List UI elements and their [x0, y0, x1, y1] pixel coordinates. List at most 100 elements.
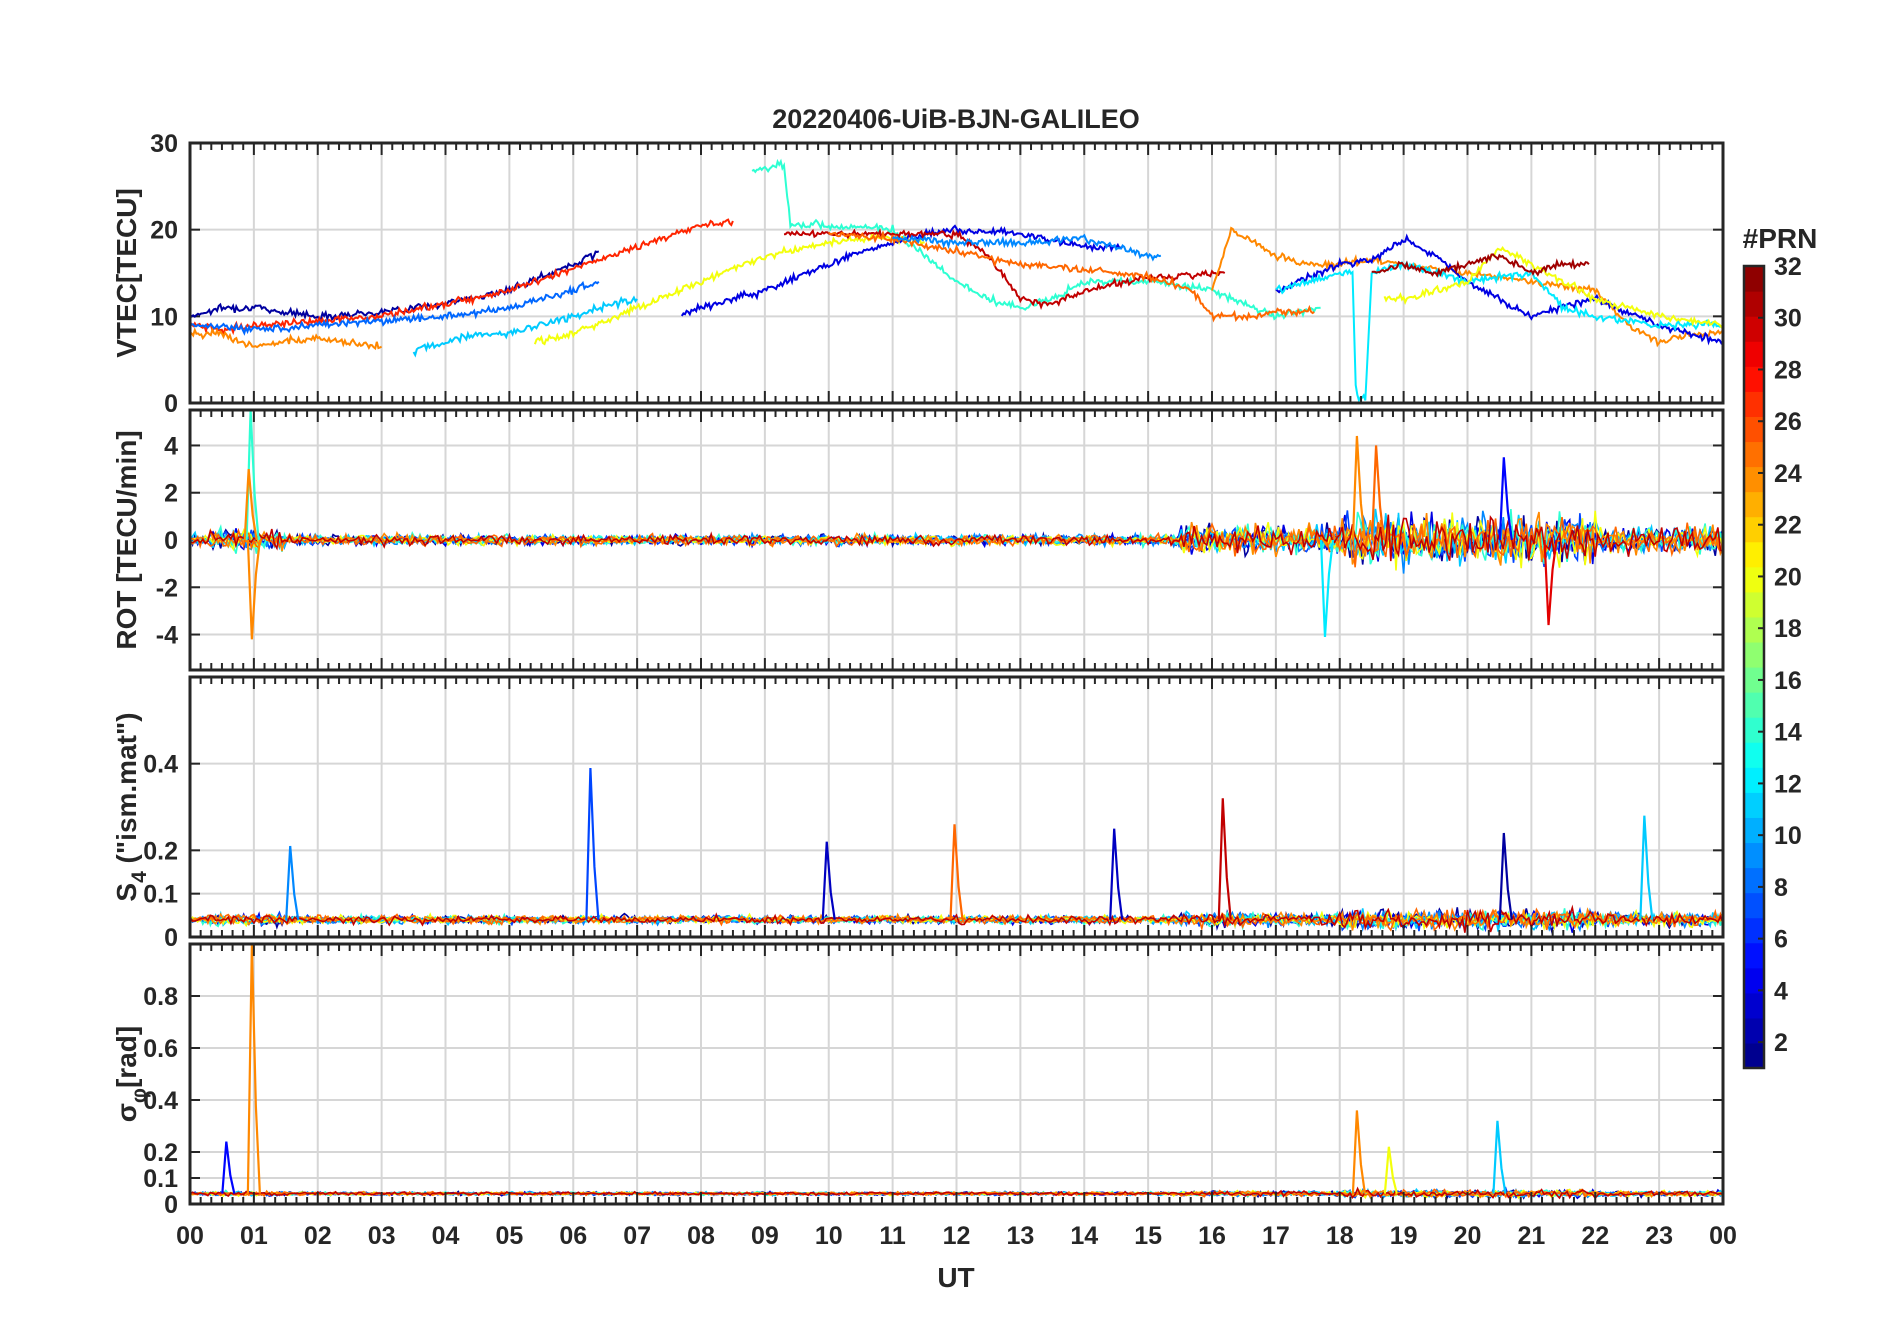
- x-tick-label: 06: [559, 1222, 587, 1250]
- x-tick-label: 18: [1326, 1222, 1354, 1250]
- colorbar-tick-label: 2: [1774, 1029, 1788, 1057]
- spike-prn-24: [246, 539, 261, 640]
- colorbar-tick-label: 28: [1774, 356, 1802, 384]
- x-tick-label: 14: [1070, 1222, 1098, 1250]
- y-tick-label: 0.4: [143, 751, 178, 779]
- y-tick-label: 0.8: [143, 983, 178, 1011]
- colorbar-segment: [1744, 1042, 1764, 1069]
- y-tick-label: 30: [150, 130, 178, 158]
- spike-prn-25: [949, 824, 964, 920]
- spike-prn-5: [221, 1141, 236, 1194]
- colorbar-tick-label: 32: [1774, 253, 1802, 281]
- colorbar-segment: [1744, 842, 1764, 869]
- colorbar-segment: [1744, 717, 1764, 743]
- y-tick-label: 0.4: [143, 1087, 178, 1115]
- y-axis-label: σφ[rad]: [111, 1026, 151, 1122]
- colorbar-segment: [1744, 692, 1764, 718]
- y-axis-label: S4 ("ism.mat"): [111, 712, 151, 901]
- series-line-prn-14: [751, 158, 1321, 321]
- colorbar-tick-label: 26: [1774, 408, 1802, 436]
- x-tick-label: 10: [815, 1222, 843, 1250]
- x-tick-label: 22: [1581, 1222, 1609, 1250]
- x-tick-label: 13: [1006, 1222, 1034, 1250]
- y-axis-label-sub: 4: [128, 871, 151, 883]
- series-line-prn-27: [190, 218, 734, 338]
- x-tick-label: 15: [1134, 1222, 1162, 1250]
- series-line-prn-24: [1211, 226, 1723, 348]
- y-tick-label: 2: [164, 480, 178, 508]
- panel-1: -4 -2 0 2 4 ROT [TECU/min]: [111, 408, 1725, 672]
- x-tick-label: 11: [879, 1222, 906, 1250]
- spike-prn-12: [1319, 539, 1335, 637]
- panel-2: 00.10.20.4S4 ("ism.mat"): [111, 675, 1725, 952]
- x-tick-label: 08: [687, 1222, 715, 1250]
- spike-prn-9: [285, 845, 300, 920]
- colorbar-segment: [1744, 441, 1764, 468]
- series-line-prn-20: [1383, 246, 1723, 329]
- series-line-prn-4: [1275, 233, 1723, 346]
- y-tick-label: 0: [164, 924, 178, 952]
- colorbar-segment: [1744, 917, 1764, 944]
- y-tick-label: 4: [164, 432, 178, 460]
- colorbar-segment: [1744, 942, 1764, 969]
- panel-frame: [188, 408, 1725, 672]
- spike-prn-24: [243, 468, 258, 541]
- spike-prn-24: [1351, 1110, 1366, 1194]
- spike-prn-24: [246, 944, 261, 1194]
- series-line-prn-2: [190, 250, 600, 322]
- y-axis-label-rest: ("ism.mat"): [111, 712, 142, 871]
- spike-prn-2: [1498, 832, 1513, 920]
- panel-0: 0 10 20 30 VTEC[TECU]: [111, 130, 1725, 418]
- x-tick-label: 23: [1645, 1222, 1673, 1250]
- x-tick-label: 01: [240, 1222, 268, 1250]
- colorbar-segment: [1744, 641, 1764, 668]
- x-tick-label: 02: [304, 1222, 332, 1250]
- colorbar-segment: [1744, 867, 1764, 894]
- panel-3: 00.10.2 0.4 0.6 0.8 σφ[rad]: [111, 942, 1725, 1219]
- y-tick-label: -2: [156, 574, 178, 602]
- colorbar-tick-label: 4: [1774, 977, 1788, 1005]
- colorbar-tick-label: 6: [1774, 926, 1788, 954]
- colorbar-tick-label: 24: [1774, 460, 1802, 488]
- spike-prn-30: [1217, 798, 1232, 920]
- colorbar-segment: [1744, 266, 1764, 292]
- spike-prn-29: [1543, 539, 1558, 626]
- y-tick-label: -4: [156, 622, 178, 650]
- spike-prn-3: [1109, 828, 1124, 920]
- colorbar-segment: [1744, 516, 1764, 543]
- colorbar-tick-label: 12: [1774, 770, 1802, 798]
- series-line-prn-9: [891, 233, 1162, 262]
- y-tick-label: 0: [164, 390, 178, 418]
- colorbar-segment: [1744, 892, 1764, 919]
- colorbar-segment: [1744, 616, 1764, 643]
- series-trace-prn-25: [190, 907, 1723, 932]
- colorbar-segment: [1744, 366, 1764, 392]
- colorbar-segment: [1744, 792, 1764, 818]
- series-trace-prn-30: [190, 904, 1723, 933]
- x-tick-label: 05: [495, 1222, 523, 1250]
- colorbar-segment: [1744, 817, 1764, 844]
- colorbar-segment: [1744, 742, 1764, 768]
- colorbar-segment: [1744, 291, 1764, 317]
- y-tick-label: 0.6: [143, 1035, 178, 1063]
- colorbar-segment: [1744, 767, 1764, 793]
- y-tick-label: 0: [164, 1191, 178, 1219]
- x-axis-label: UT: [937, 1262, 974, 1293]
- y-tick-label: 0: [164, 527, 178, 555]
- colorbar-segment: [1744, 466, 1764, 493]
- y-axis-label-rest: [rad]: [111, 1026, 142, 1088]
- y-tick-label: 0.1: [143, 1165, 178, 1193]
- colorbar-tick-label: 30: [1774, 305, 1802, 333]
- x-tick-label: 00: [176, 1222, 204, 1250]
- x-tick-label: 20: [1454, 1222, 1482, 1250]
- series-trace-prn-30: [190, 514, 1723, 562]
- x-tick-label: 16: [1198, 1222, 1226, 1250]
- series-line-prn-8: [190, 280, 600, 336]
- x-tick-labels: 00 01 02 03 04 05 06 07 08 09 10 11 12 13 14 15 16 17 18 19…: [176, 1222, 1737, 1250]
- x-tick-label: 09: [751, 1222, 779, 1250]
- colorbar-segment: [1744, 416, 1764, 443]
- colorbar-segment: [1744, 391, 1764, 417]
- colorbar-tick-label: 16: [1774, 667, 1802, 695]
- x-tick-label: 03: [368, 1222, 396, 1250]
